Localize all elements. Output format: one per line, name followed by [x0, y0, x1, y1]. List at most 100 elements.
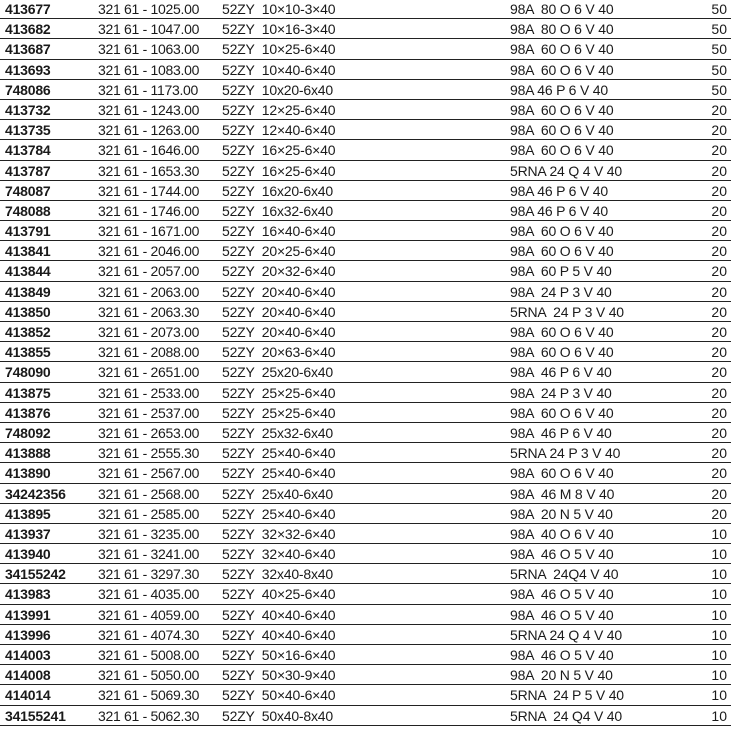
reference-code: 321 61 - 1746.00: [98, 202, 200, 219]
reference-code: 321 61 - 1047.00: [98, 21, 200, 38]
part-number: 413888: [5, 445, 51, 462]
designation: 52ZY 32×32-6×40: [222, 525, 336, 542]
quantity: 20: [711, 364, 727, 381]
table-row: 413693 321 61 - 1083.00 52ZY 10×40-6×40 98A…: [0, 60, 731, 80]
table-row: 413850 321 61 - 2063.30 52ZY 20×40-6×40 5RN…: [0, 302, 731, 322]
reference-code: 321 61 - 2063.30: [98, 303, 200, 320]
quantity: 20: [711, 404, 727, 421]
quantity: 20: [711, 465, 727, 482]
designation: 52ZY 20×40-6×40: [222, 283, 336, 300]
part-number: 413841: [5, 243, 51, 260]
designation: 52ZY 20×63-6×40: [222, 344, 336, 361]
table-row: 413983 321 61 - 4035.00 52ZY 40×25-6×40 98A…: [0, 584, 731, 605]
quantity: 50: [711, 21, 727, 38]
table-row: 413940 321 61 - 3241.00 52ZY 32×40-6×40 98A…: [0, 544, 731, 565]
quantity: 20: [711, 283, 727, 300]
designation: 52ZY 40×25-6×40: [222, 586, 336, 603]
reference-code: 321 61 - 1653.30: [98, 162, 200, 179]
reference-code: 321 61 - 5062.30: [98, 707, 200, 724]
table-row: 413875 321 61 - 2533.00 52ZY 25×25-6×40 98A…: [0, 383, 731, 403]
part-number: 748086: [5, 81, 51, 98]
specification: 5RNA 24Q4 V 40: [510, 566, 619, 583]
table-row: 414014 321 61 - 5069.30 52ZY 50×40-6×40 5RN…: [0, 685, 731, 706]
specification: 98A 60 O 6 V 40: [510, 223, 614, 240]
reference-code: 321 61 - 5069.30: [98, 687, 200, 704]
part-number: 413852: [5, 324, 51, 340]
reference-code: 321 61 - 5050.00: [98, 667, 200, 684]
table-row: 748086 321 61 - 1173.00 52ZY 10x20-6x40 98A…: [0, 80, 731, 100]
table-row: 413787 321 61 - 1653.30 52ZY 16×25-6×40 5RN…: [0, 161, 731, 181]
reference-code: 321 61 - 2533.00: [98, 384, 200, 401]
specification: 98A 46 P 6 V 40: [510, 364, 612, 381]
part-number: 413732: [5, 101, 51, 118]
specification: 5RNA 24 Q4 V 40: [510, 707, 622, 724]
table-row: 413855 321 61 - 2088.00 52ZY 20×63-6×40 98A…: [0, 342, 731, 363]
specification: 98A 46 P 6 V 40: [510, 424, 612, 441]
designation: 52ZY 10×16-3×40: [222, 21, 336, 38]
designation: 52ZY 20×25-6×40: [222, 243, 336, 260]
reference-code: 321 61 - 1646.00: [98, 142, 200, 159]
part-number: 748090: [5, 364, 51, 381]
designation: 52ZY 50×40-6×40: [222, 687, 336, 704]
quantity: 20: [711, 263, 727, 280]
part-number: 413844: [5, 263, 51, 280]
part-number: 413693: [5, 61, 51, 78]
designation: 52ZY 16x20-6x40: [222, 182, 333, 199]
designation: 52ZY 25×25-6×40: [222, 404, 336, 421]
quantity: 20: [711, 202, 727, 219]
part-number: 413876: [5, 404, 51, 421]
table-row: 748088 321 61 - 1746.00 52ZY 16x32-6x40 98A…: [0, 201, 731, 222]
specification: 98A 60 O 6 V 40: [510, 61, 614, 78]
specification: 5RNA 24 P 3 V 40: [510, 445, 621, 462]
reference-code: 321 61 - 4035.00: [98, 586, 200, 603]
designation: 52ZY 10×40-6×40: [222, 61, 336, 78]
quantity: 50: [711, 61, 727, 78]
specification: 98A 60 O 6 V 40: [510, 324, 614, 340]
part-number: 413687: [5, 41, 51, 58]
specification: 98A 60 O 6 V 40: [510, 41, 614, 58]
designation: 52ZY 20×32-6×40: [222, 263, 336, 280]
designation: 52ZY 20×40-6×40: [222, 303, 336, 320]
table-row: 748090 321 61 - 2651.00 52ZY 25x20-6x40 98A…: [0, 362, 731, 383]
quantity: 50: [711, 1, 727, 17]
quantity: 10: [711, 687, 727, 704]
table-row: 748087 321 61 - 1744.00 52ZY 16x20-6x40 98A…: [0, 181, 731, 201]
specification: 98A 60 O 6 V 40: [510, 465, 614, 482]
designation: 52ZY 25×25-6×40: [222, 384, 336, 401]
table-row: 748092 321 61 - 2653.00 52ZY 25x32-6x40 98A…: [0, 423, 731, 444]
specification: 5RNA 24 P 5 V 40: [510, 687, 624, 704]
reference-code: 321 61 - 2568.00: [98, 485, 200, 502]
part-number: 413791: [5, 223, 51, 240]
part-number: 414003: [5, 647, 51, 663]
designation: 52ZY 50×30-9×40: [222, 667, 336, 684]
table-row: 413852 321 61 - 2073.00 52ZY 20×40-6×40 98A…: [0, 322, 731, 343]
reference-code: 321 61 - 2063.00: [98, 283, 200, 300]
part-number: 413849: [5, 283, 51, 300]
reference-code: 321 61 - 1671.00: [98, 223, 200, 240]
specification: 5RNA 24 Q 4 V 40: [510, 626, 622, 643]
table-row: 413735 321 61 - 1263.00 52ZY 12×40-6×40 98A…: [0, 120, 731, 141]
reference-code: 321 61 - 1744.00: [98, 182, 200, 199]
part-number: 748087: [5, 182, 51, 199]
designation: 52ZY 20×40-6×40: [222, 324, 336, 340]
reference-code: 321 61 - 4074.30: [98, 626, 200, 643]
quantity: 20: [711, 485, 727, 502]
reference-code: 321 61 - 2653.00: [98, 424, 200, 441]
specification: 5RNA 24 Q 4 V 40: [510, 162, 622, 179]
quantity: 10: [711, 525, 727, 542]
designation: 52ZY 32×40-6×40: [222, 546, 336, 563]
specification: 98A 80 O 6 V 40: [510, 1, 614, 17]
specification: 98A 60 O 6 V 40: [510, 404, 614, 421]
part-number: 414008: [5, 667, 51, 684]
table-row: 413890 321 61 - 2567.00 52ZY 25×40-6×40 98A…: [0, 463, 731, 484]
part-number: 413940: [5, 546, 51, 563]
table-row: 413844 321 61 - 2057.00 52ZY 20×32-6×40 98A…: [0, 261, 731, 282]
reference-code: 321 61 - 2585.00: [98, 505, 200, 522]
table-row: 413996 321 61 - 4074.30 52ZY 40×40-6×40 5RN…: [0, 625, 731, 645]
table-row: 413682 321 61 - 1047.00 52ZY 10×16-3×40 98A…: [0, 19, 731, 40]
table-row: 413849 321 61 - 2063.00 52ZY 20×40-6×40 98A…: [0, 282, 731, 302]
reference-code: 321 61 - 2073.00: [98, 324, 200, 340]
quantity: 20: [711, 303, 727, 320]
reference-code: 321 61 - 1063.00: [98, 41, 200, 58]
part-number: 413784: [5, 142, 51, 159]
